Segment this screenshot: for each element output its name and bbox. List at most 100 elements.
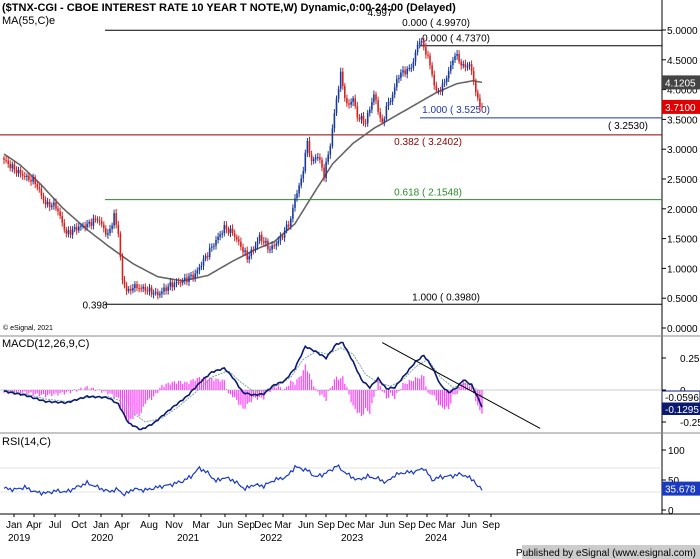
candle-body <box>248 256 250 260</box>
candle-body <box>138 288 140 290</box>
rsi-tick-label: 100 <box>668 446 685 457</box>
candle-body <box>393 87 396 95</box>
candle-body <box>215 240 217 246</box>
candle-body <box>36 184 39 188</box>
candle-body <box>466 66 469 68</box>
candle-body <box>414 52 417 62</box>
candle-body <box>310 154 313 162</box>
candle-body <box>26 175 28 177</box>
candle-body <box>462 63 465 66</box>
candle-body <box>194 273 196 279</box>
price-tick-label: 1.0000 <box>667 264 698 275</box>
candle-body <box>46 201 49 205</box>
candle-body <box>250 249 253 257</box>
time-tick-label: Oct <box>71 520 87 531</box>
candle-body <box>287 224 290 227</box>
candle-body <box>109 228 111 234</box>
time-tick-label: Jun <box>461 520 477 531</box>
fib-level-3253-label: ( 3.2530) <box>608 121 648 132</box>
time-tick-label: Apr <box>26 520 42 531</box>
candle-body <box>460 61 462 66</box>
price-tick-label: 2.5000 <box>667 175 698 186</box>
candle-body <box>173 283 176 288</box>
candle-body <box>225 225 228 230</box>
candle-body <box>319 157 321 160</box>
candle-body <box>113 213 115 226</box>
candle-body <box>105 228 107 235</box>
rsi-line-layer <box>0 464 662 497</box>
rsi-tick-label: 0 <box>668 506 674 517</box>
ma-value-text: 4.1205 <box>665 78 696 89</box>
copyright-text: © eSignal, 2021 <box>3 324 53 332</box>
candle-body <box>96 219 99 221</box>
candle-body <box>271 245 273 250</box>
candle-body <box>140 288 142 290</box>
candle-body <box>59 211 61 216</box>
candle-body <box>246 250 248 260</box>
candle-body <box>208 247 211 257</box>
candle-body <box>304 152 307 171</box>
year-label: 2019 <box>8 533 31 544</box>
time-tick-label: Jun <box>217 520 233 531</box>
candle-body <box>406 68 408 75</box>
candle-body <box>437 90 440 92</box>
candle-body <box>412 61 415 68</box>
candle-body <box>479 98 481 107</box>
candle-body <box>136 284 138 289</box>
candle-body <box>387 101 390 106</box>
time-tick-label: Apr <box>114 520 130 531</box>
candle-body <box>267 240 269 250</box>
candle-body <box>254 245 257 251</box>
candle-body <box>302 171 305 179</box>
candle-body <box>165 287 167 291</box>
last-price-tag <box>662 99 700 114</box>
time-tick-label: Sep <box>317 520 335 531</box>
candle-body <box>100 221 103 225</box>
price-annotations: 4.997 0.398 <box>82 8 392 311</box>
candle-body <box>450 65 452 71</box>
candle-body <box>5 159 7 161</box>
candle-body <box>481 106 483 108</box>
candle-body <box>3 158 5 160</box>
rsi-line <box>3 464 483 497</box>
price-tick-label: 1.5000 <box>667 235 698 246</box>
candle-body <box>308 140 311 155</box>
candle-body <box>429 55 431 66</box>
candle-body <box>452 60 454 66</box>
rsi-panel: 100 50 0 35.678 <box>0 446 700 517</box>
high-annotation: 4.997 <box>367 8 392 19</box>
candle-body <box>190 274 192 277</box>
candle-body <box>277 240 280 244</box>
candle-body <box>169 282 172 287</box>
time-tick-label: Sep <box>237 520 255 531</box>
macd-histogram <box>3 364 483 423</box>
candle-body <box>300 178 302 186</box>
candle-body <box>200 265 203 268</box>
candle-body <box>360 115 363 120</box>
candle-body <box>443 82 446 84</box>
candle-body <box>154 291 157 294</box>
macd-panel: 0.250-0.25 -0.0596-0.1295 <box>0 341 700 431</box>
candle-body <box>329 146 332 155</box>
time-tick-label: Dec <box>418 520 436 531</box>
candle-body <box>53 202 55 206</box>
rsi-value-text: 35.678 <box>665 485 696 496</box>
candle-body <box>44 200 47 205</box>
candle-body <box>67 230 70 234</box>
candle-body <box>456 54 458 56</box>
price-tick-label: 3.0000 <box>667 145 698 156</box>
candle-body <box>65 229 68 234</box>
candle-body <box>398 77 400 80</box>
candle-body <box>181 280 184 283</box>
candle-body <box>115 213 117 225</box>
year-label: 2021 <box>177 533 200 544</box>
candle-body <box>9 163 11 169</box>
candle-body <box>458 54 460 62</box>
candle-body <box>21 174 24 176</box>
candle-body <box>258 234 261 242</box>
candle-body <box>312 159 315 162</box>
candle-body <box>107 233 109 235</box>
candle-body <box>125 285 128 291</box>
chart-title: ($TNX-CGI - CBOE INTEREST RATE 10 YEAR T… <box>2 2 456 14</box>
candle-body <box>285 224 288 231</box>
